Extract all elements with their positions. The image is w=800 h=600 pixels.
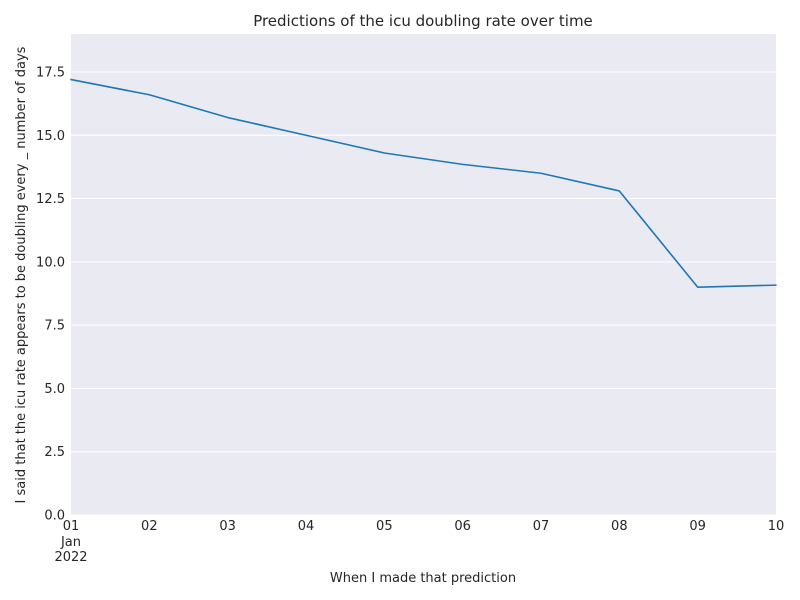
x-tick-label: 04: [298, 519, 315, 534]
x-tick-label: 03: [219, 519, 236, 534]
y-tick-label: 12.5: [36, 192, 65, 207]
gridlines: [71, 71, 776, 516]
x-tick-label: 02: [141, 519, 158, 534]
series-layer: [70, 78, 777, 288]
y-tick-label: 2.5: [44, 445, 65, 460]
x-tick-label: 08: [611, 519, 628, 534]
x-axis-label: When I made that prediction: [330, 571, 516, 586]
y-tick-labels: 0.0 2.5 5.0 7.5 10.0 12.5 15.0 17.5: [36, 65, 65, 523]
x-tick-label: 06: [454, 519, 471, 534]
chart-title: Predictions of the icu doubling rate ove…: [253, 12, 593, 30]
y-tick-label: 10.0: [36, 255, 65, 270]
y-tick-label: 17.5: [36, 65, 65, 80]
y-axis-label: I said that the icu rate appears to be d…: [14, 46, 29, 503]
x-tick-label: 09: [689, 519, 706, 534]
x-tick-label: 01: [63, 519, 80, 534]
plot-background: [71, 34, 776, 515]
series-line: [70, 78, 777, 288]
x-tick-sublabel: 2022: [54, 550, 87, 565]
y-tick-label: 5.0: [44, 382, 65, 397]
y-tick-label: 15.0: [36, 129, 65, 144]
x-tick-label: 10: [768, 519, 785, 534]
x-tick-label: 05: [376, 519, 393, 534]
y-tick-label: 0.0: [44, 509, 65, 524]
x-tick-label: 07: [533, 519, 550, 534]
y-tick-label: 7.5: [44, 319, 65, 334]
x-tick-sublabel: Jan: [60, 535, 81, 550]
